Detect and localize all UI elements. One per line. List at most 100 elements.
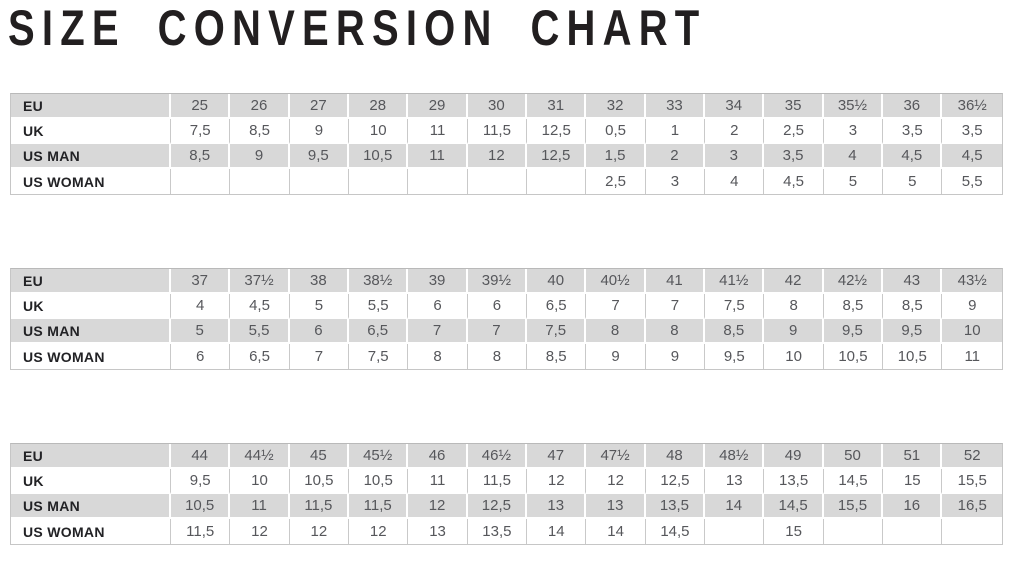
size-cell: 8 [408,344,468,369]
size-cell: 46 [408,444,468,469]
size-cell: 12,5 [527,119,587,144]
size-cell: 5 [883,169,943,194]
table-row: EU 44 44½ 45 45½ 46 46½ 47 47½ 48 48½ 49 50 51 52 [11,444,1002,469]
size-cell: 11,5 [289,494,350,519]
size-cell: 15 [764,519,824,544]
size-cell: 11 [942,344,1002,369]
size-cell: 14 [527,519,587,544]
size-cell: 49 [764,444,824,469]
size-cell: 2,5 [586,169,646,194]
table-row: UK 9,5 10 10,5 10,5 11 11,5 12 12 12,5 13 13,5 14,5 1… [11,469,1002,494]
size-cell: 12,5 [645,469,706,494]
row-label: EU [11,269,171,294]
size-cell: 4 [171,294,231,319]
size-cell: 10 [349,119,409,144]
size-cell: 0,5 [586,119,646,144]
size-cell: 5,5 [942,169,1002,194]
size-cell: 47 [527,444,587,469]
size-cell: 15 [883,469,943,494]
size-cell: 10,5 [349,469,409,494]
size-cell: 47½ [586,444,646,469]
size-cell: 6 [289,319,350,344]
size-cell [349,169,409,194]
size-cell: 36½ [942,94,1002,119]
size-cell: 14,5 [823,469,884,494]
row-label: US WOMAN [11,519,171,544]
size-cell: 6,5 [349,319,409,344]
size-cell [883,519,943,544]
size-cell: 11,5 [349,494,409,519]
size-cell: 44 [171,444,231,469]
size-cell: 13 [705,469,765,494]
size-cell: 3,5 [883,119,943,144]
row-label: US WOMAN [11,169,171,194]
table-row: US WOMAN 11,5 12 12 12 13 13,5 14 14 14,5 15 [11,519,1002,544]
size-cell: 12 [289,519,350,544]
size-cell: 1 [645,119,706,144]
size-table-eu-44-52: EU 44 44½ 45 45½ 46 46½ 47 47½ 48 48½ 49 50 51 52 UK 9,5… [10,443,1003,545]
size-cell: 8 [645,319,706,344]
size-cell: 8,5 [171,144,231,169]
size-cell: 6 [408,294,468,319]
size-cell: 41 [645,269,706,294]
size-cell: 39 [408,269,468,294]
size-cell: 37½ [230,269,290,294]
size-cell: 9 [230,144,290,169]
size-cell: 10 [942,319,1002,344]
size-cell: 13 [586,494,646,519]
size-cell [527,169,587,194]
size-cell: 10,5 [171,494,231,519]
size-cell: 13 [527,494,587,519]
size-cell: 38½ [349,269,409,294]
size-cell: 10,5 [883,344,943,369]
row-label: UK [11,294,171,319]
size-cell: 8,5 [527,344,587,369]
size-cell: 45½ [349,444,409,469]
size-cell: 14,5 [764,494,824,519]
size-cell: 10,5 [289,469,350,494]
size-cell: 12 [527,469,587,494]
size-cell: 11,5 [171,519,231,544]
size-cell: 3 [705,144,765,169]
size-cell: 3,5 [764,144,824,169]
size-cell: 10 [230,469,290,494]
size-table-eu-25-36: EU 25 26 27 28 29 30 31 32 33 34 35 35½ 36 36½ UK 7,5 8,5… [10,93,1003,195]
size-cell: 9 [764,319,824,344]
size-cell [408,169,468,194]
size-cell: 39½ [467,269,528,294]
row-label: US MAN [11,494,171,519]
table-row: US MAN 5 5,5 6 6,5 7 7 7,5 8 8 8,5 9 9,5 9,5 10 [11,319,1002,344]
size-cell: 9,5 [289,144,350,169]
row-label: US WOMAN [11,344,171,369]
size-cell [467,169,528,194]
size-cell: 8 [467,344,528,369]
size-cell: 8,5 [230,119,290,144]
size-cell: 12 [408,494,468,519]
size-cell: 7,5 [527,319,587,344]
size-cell: 46½ [467,444,528,469]
size-cell: 1,5 [586,144,646,169]
size-cell: 5,5 [230,319,290,344]
size-cell: 14,5 [645,519,706,544]
size-cell: 29 [408,94,468,119]
size-cell: 9,5 [171,469,231,494]
size-cell: 4,5 [942,144,1002,169]
size-cell: 32 [586,94,646,119]
size-cell: 16,5 [942,494,1002,519]
size-table-eu-37-43: EU 37 37½ 38 38½ 39 39½ 40 40½ 41 41½ 42 42½ 43 43½ UK 4… [10,268,1003,370]
table-row: US WOMAN 6 6,5 7 7,5 8 8 8,5 9 9 9,5 10 10,5 10,5 11 [11,344,1002,369]
size-cell: 7 [408,319,468,344]
size-cell: 45 [289,444,350,469]
size-cell: 3 [645,169,706,194]
size-cell: 42 [764,269,824,294]
size-cell: 6 [171,344,231,369]
size-cell: 7,5 [171,119,231,144]
table-row: EU 25 26 27 28 29 30 31 32 33 34 35 35½ 36 36½ [11,94,1002,119]
size-cell: 13,5 [467,519,528,544]
size-cell: 13,5 [645,494,706,519]
table-row: UK 7,5 8,5 9 10 11 11,5 12,5 0,5 1 2 2,5 3 3,5 3,5 [11,119,1002,144]
size-cell: 11 [408,469,468,494]
size-cell: 4 [705,169,765,194]
size-cell: 15,5 [823,494,884,519]
table-row: UK 4 4,5 5 5,5 6 6 6,5 7 7 7,5 8 8,5 8,5 9 [11,294,1002,319]
